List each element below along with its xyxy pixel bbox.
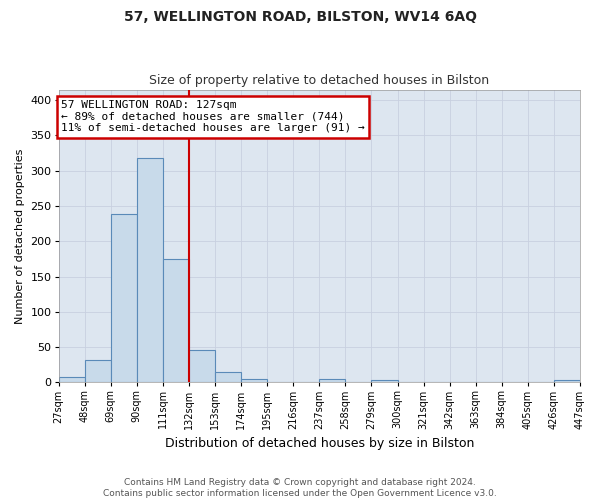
Bar [319, 379, 346, 382]
Bar [85, 360, 111, 382]
X-axis label: Distribution of detached houses by size in Bilston: Distribution of detached houses by size … [164, 437, 474, 450]
Bar [137, 158, 163, 382]
Bar [371, 380, 398, 382]
Text: Contains HM Land Registry data © Crown copyright and database right 2024.
Contai: Contains HM Land Registry data © Crown c… [103, 478, 497, 498]
Text: 57, WELLINGTON ROAD, BILSTON, WV14 6AQ: 57, WELLINGTON ROAD, BILSTON, WV14 6AQ [124, 10, 476, 24]
Bar [215, 372, 241, 382]
Bar [554, 380, 580, 382]
Text: 57 WELLINGTON ROAD: 127sqm
← 89% of detached houses are smaller (744)
11% of sem: 57 WELLINGTON ROAD: 127sqm ← 89% of deta… [61, 100, 365, 134]
Bar [163, 259, 189, 382]
Bar [59, 376, 85, 382]
Bar [241, 379, 267, 382]
Bar [189, 350, 215, 382]
Y-axis label: Number of detached properties: Number of detached properties [15, 148, 25, 324]
Title: Size of property relative to detached houses in Bilston: Size of property relative to detached ho… [149, 74, 490, 87]
Bar [111, 214, 137, 382]
